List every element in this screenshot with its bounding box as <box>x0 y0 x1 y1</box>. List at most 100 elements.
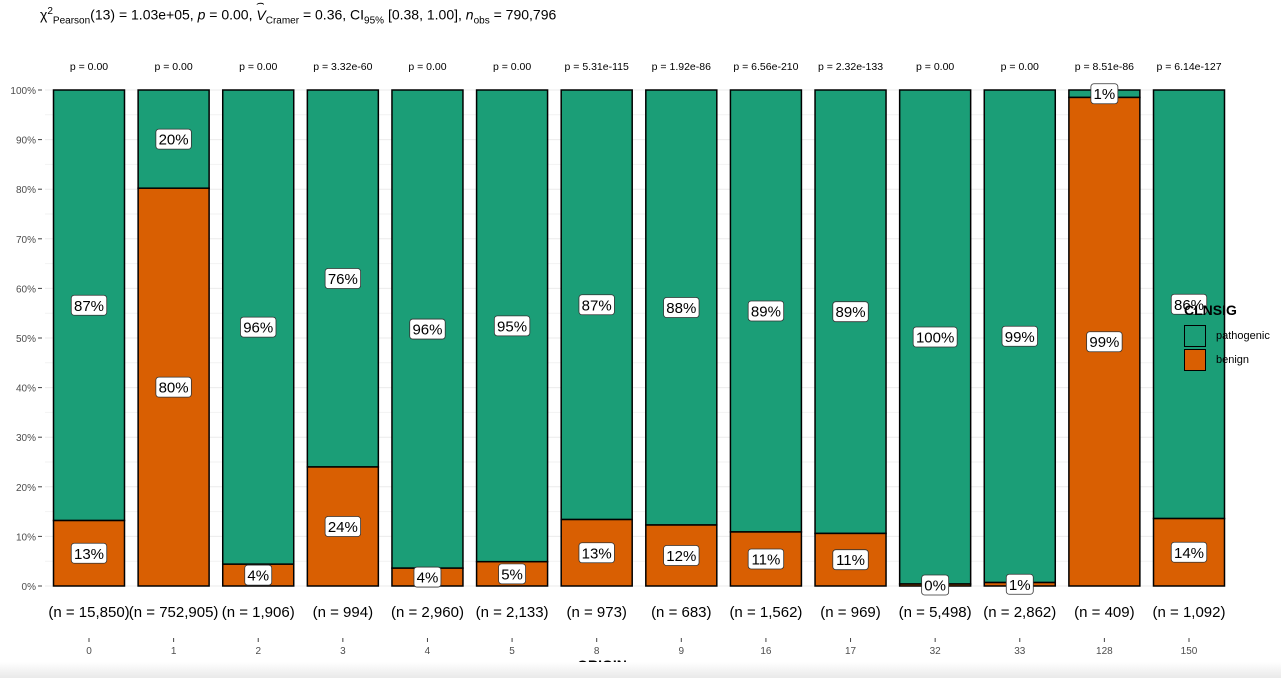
legend-label-pathogenic: pathogenic <box>1216 330 1270 342</box>
data-label-benign-box <box>70 542 108 564</box>
p-value-label: p = 0.00 <box>154 61 192 73</box>
x-tick-label: 0 <box>86 646 92 657</box>
y-tick-label: 70% <box>16 235 36 246</box>
legend: CLNSIG pathogenic benign <box>1184 302 1270 372</box>
count-label: (n = 683) <box>651 604 711 621</box>
data-label-benign-box <box>578 542 615 564</box>
cramer-v-symbol: V <box>255 0 265 23</box>
p-value-label: p = 0.00 <box>70 61 108 73</box>
count-label: (n = 409) <box>1074 604 1134 621</box>
chart-subtitle: χ2Pearson(13) = 1.03e+05, p = 0.00, VCra… <box>40 0 557 27</box>
data-label-pathogenic: 86% <box>1174 297 1204 314</box>
p-value-label: p = 1.92e-86 <box>652 61 711 73</box>
count-label: (n = 994) <box>313 604 373 621</box>
y-tick-label: 40% <box>16 384 36 395</box>
x-tick-label: 8 <box>594 646 600 657</box>
p-value-label: p = 6.56e-210 <box>733 61 798 73</box>
legend-title: CLNSIG <box>1184 302 1237 318</box>
n-value: = 790,796 <box>489 6 557 23</box>
data-label-pathogenic: 96% <box>412 322 442 339</box>
data-label-benign: 4% <box>247 568 269 585</box>
p-value-label: p = 5.31e-115 <box>565 61 629 73</box>
count-label: (n = 969) <box>820 604 880 621</box>
x-tick-label: 9 <box>679 646 685 657</box>
data-label-benign: 1% <box>1009 577 1031 594</box>
p-value-label: p = 0.00 <box>916 61 954 73</box>
data-label-pathogenic-box <box>832 301 869 323</box>
p-value-label: p = 2.32e-133 <box>818 61 883 73</box>
y-tick-label: 60% <box>16 284 36 295</box>
chi-symbol: χ <box>40 6 48 23</box>
y-tick-label: 80% <box>16 185 36 196</box>
data-label-benign: 0% <box>924 578 946 595</box>
legend-key-benign <box>1184 349 1206 371</box>
count-label: (n = 1,562) <box>729 604 802 621</box>
count-label: (n = 15,850) <box>48 604 129 621</box>
data-label-pathogenic-box <box>324 268 361 289</box>
legend-label-benign: benign <box>1216 354 1250 366</box>
data-label-pathogenic: 89% <box>836 304 866 321</box>
y-tick-label: 0% <box>22 582 37 593</box>
legend-item-benign: benign <box>1184 348 1270 372</box>
count-label: (n = 2,862) <box>983 604 1056 621</box>
count-label: (n = 5,498) <box>899 604 972 621</box>
count-label: (n = 2,133) <box>476 604 549 621</box>
count-label: (n = 2,960) <box>391 604 464 621</box>
y-tick-label: 50% <box>16 334 36 345</box>
cramer-subscript: Cramer <box>265 15 300 27</box>
window-bottom-shade <box>0 662 1281 678</box>
data-label-benign: 11% <box>751 551 780 568</box>
count-label: (n = 752,905) <box>129 604 219 621</box>
p-value: = 0.00, <box>205 6 257 23</box>
p-value-label: p = 0.00 <box>408 61 446 73</box>
x-tick-label: 33 <box>1014 646 1026 657</box>
data-label-pathogenic: 95% <box>497 318 527 335</box>
data-label-pathogenic: 89% <box>751 303 781 320</box>
data-label-benign-box <box>1170 541 1208 563</box>
ci-subscript: 95% <box>364 15 385 27</box>
data-label-pathogenic: 20% <box>159 132 189 149</box>
data-label-pathogenic: 100% <box>916 330 954 347</box>
count-label: (n = 1,906) <box>222 604 295 621</box>
data-label-benign: 80% <box>159 380 189 397</box>
p-value-label: p = 8.51e-86 <box>1075 61 1134 73</box>
p-value-label: p = 0.00 <box>239 61 277 73</box>
data-label-benign: 13% <box>74 546 104 563</box>
data-label-pathogenic-box <box>1001 325 1038 347</box>
p-value-label: p = 3.32e-60 <box>313 61 372 73</box>
n-symbol: n <box>465 6 474 23</box>
p-value-label: p = 6.14e-127 <box>1156 61 1221 73</box>
x-tick-label: 2 <box>255 646 261 657</box>
x-tick-label: 3 <box>340 646 346 657</box>
data-label-pathogenic: 87% <box>74 298 104 315</box>
data-label-benign-box <box>663 545 700 566</box>
x-tick-label: 128 <box>1096 646 1113 657</box>
p-value-label: p = 0.00 <box>493 61 531 73</box>
data-label-pathogenic-box <box>409 318 446 340</box>
n-subscript: obs <box>473 15 490 27</box>
chi-subscript: Pearson <box>52 15 91 27</box>
data-label-pathogenic-box <box>1090 83 1119 105</box>
data-label-benign: 11% <box>836 552 865 569</box>
data-label-pathogenic: 1% <box>1094 86 1116 103</box>
data-label-pathogenic: 76% <box>328 271 358 288</box>
legend-item-pathogenic: pathogenic <box>1184 324 1270 348</box>
data-label-pathogenic-box <box>663 297 700 318</box>
data-label-benign: 13% <box>582 545 612 562</box>
count-label: (n = 1,092) <box>1153 604 1226 621</box>
data-label-pathogenic: 87% <box>582 297 612 314</box>
data-label-benign: 5% <box>501 566 523 583</box>
x-tick-label: 32 <box>930 646 942 657</box>
data-label-pathogenic-box <box>912 326 958 348</box>
ci-value: [0.38, 1.00], <box>384 6 466 23</box>
data-label-benign-box <box>1086 331 1123 353</box>
count-label: (n = 973) <box>566 604 626 621</box>
data-label-benign-box <box>747 548 785 570</box>
data-label-benign-box <box>244 564 273 586</box>
y-tick-label: 10% <box>16 532 36 543</box>
chi-statistic: (13) = 1.03e+05, <box>90 6 198 23</box>
data-label-pathogenic: 99% <box>1005 329 1035 346</box>
data-label-pathogenic-box <box>493 315 531 337</box>
data-label-benign-box <box>155 376 192 398</box>
